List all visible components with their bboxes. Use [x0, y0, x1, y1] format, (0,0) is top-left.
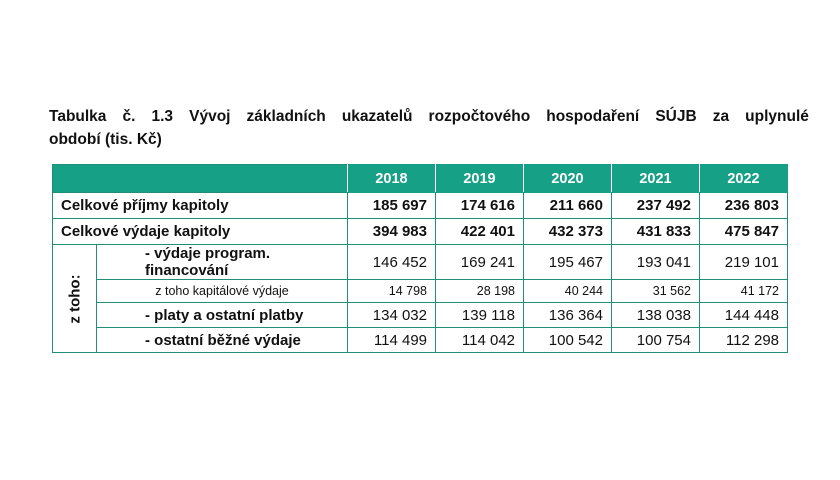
value-cell: 431 833: [611, 218, 700, 245]
header-blank-cell: [52, 164, 348, 193]
year-header: 2021: [611, 164, 700, 193]
value-cell: 237 492: [611, 192, 700, 219]
value-cell: 394 983: [347, 218, 436, 245]
table-header-row: 2018 2019 2020 2021 2022: [52, 164, 788, 193]
table-row-capital-expenses: z toho kapitálové výdaje 14 798 28 198 4…: [53, 279, 788, 303]
caption-title-4: Vývoj: [189, 108, 231, 125]
caption-title-8: hospodaření: [546, 108, 640, 125]
value-cell: 475 847: [699, 218, 788, 245]
year-header: 2022: [699, 164, 788, 193]
table-row-other-current-expenses: - ostatní běžné výdaje 114 499 114 042 1…: [53, 327, 788, 353]
caption-title-5: základních: [246, 108, 326, 125]
value-cell: 174 616: [435, 192, 524, 219]
table-row-total-income: Celkové příjmy kapitoly 185 697 174 616 …: [52, 192, 788, 219]
value-cell: 100 542: [523, 327, 612, 353]
value-cell: 31 562: [611, 279, 700, 303]
value-cell: 169 241: [435, 244, 524, 280]
table-row-total-expenses: Celkové výdaje kapitoly 394 983 422 401 …: [52, 218, 788, 245]
value-cell: 134 032: [347, 302, 436, 328]
caption-title-9: SÚJB: [655, 108, 697, 125]
value-cell: 112 298: [699, 327, 788, 353]
caption-title-7: rozpočtového: [428, 108, 531, 125]
caption-title-6: ukazatelů: [341, 108, 413, 125]
table-row-salaries: - platy a ostatní platby 134 032 139 118…: [53, 302, 788, 328]
value-cell: 40 244: [523, 279, 612, 303]
caption-title-1: Tabulka: [49, 108, 107, 125]
caption-title-10: za: [712, 108, 730, 125]
value-cell: 139 118: [435, 302, 524, 328]
value-cell: 14 798: [347, 279, 436, 303]
caption-title-11: uplynulé: [745, 108, 809, 125]
value-cell: 422 401: [435, 218, 524, 245]
row-label: - platy a ostatní platby: [96, 302, 348, 328]
value-cell: 28 198: [435, 279, 524, 303]
caption-title-2: č.: [122, 108, 136, 125]
caption-title-3: 1.3: [151, 108, 174, 125]
row-label: z toho kapitálové výdaje: [96, 279, 348, 303]
caption-line-2: období (tis. Kč): [49, 131, 162, 148]
year-header: 2020: [523, 164, 612, 193]
table-caption: Tabulka č. 1.3 Vývoj základních ukazatel…: [49, 105, 809, 151]
budget-table: 2018 2019 2020 2021 2022 Celkové příjmy …: [52, 164, 788, 353]
value-cell: 432 373: [523, 218, 612, 245]
value-cell: 195 467: [523, 244, 612, 280]
year-header: 2018: [347, 164, 436, 193]
value-cell: 211 660: [523, 192, 612, 219]
group-label-cell: z toho:: [52, 244, 97, 353]
value-cell: 136 364: [523, 302, 612, 328]
table-row-program-financing: z toho: - výdaje program. financování 14…: [52, 244, 788, 353]
value-cell: 114 042: [435, 327, 524, 353]
row-label: - výdaje program. financování: [96, 244, 348, 280]
value-cell: 144 448: [699, 302, 788, 328]
row-label: Celkové příjmy kapitoly: [52, 192, 348, 219]
value-cell: 114 499: [347, 327, 436, 353]
year-header: 2019: [435, 164, 524, 193]
value-cell: 236 803: [699, 192, 788, 219]
value-cell: 193 041: [611, 244, 700, 280]
caption-line-1: Tabulka č. 1.3 Vývoj základních ukazatel…: [49, 105, 809, 128]
value-cell: 146 452: [347, 244, 436, 280]
value-cell: 185 697: [347, 192, 436, 219]
value-cell: 100 754: [611, 327, 700, 353]
row-label: Celkové výdaje kapitoly: [52, 218, 348, 245]
value-cell: 138 038: [611, 302, 700, 328]
row-label: - ostatní běžné výdaje: [96, 327, 348, 353]
group-label: z toho:: [66, 273, 83, 324]
value-cell: 219 101: [699, 244, 788, 280]
value-cell: 41 172: [699, 279, 788, 303]
